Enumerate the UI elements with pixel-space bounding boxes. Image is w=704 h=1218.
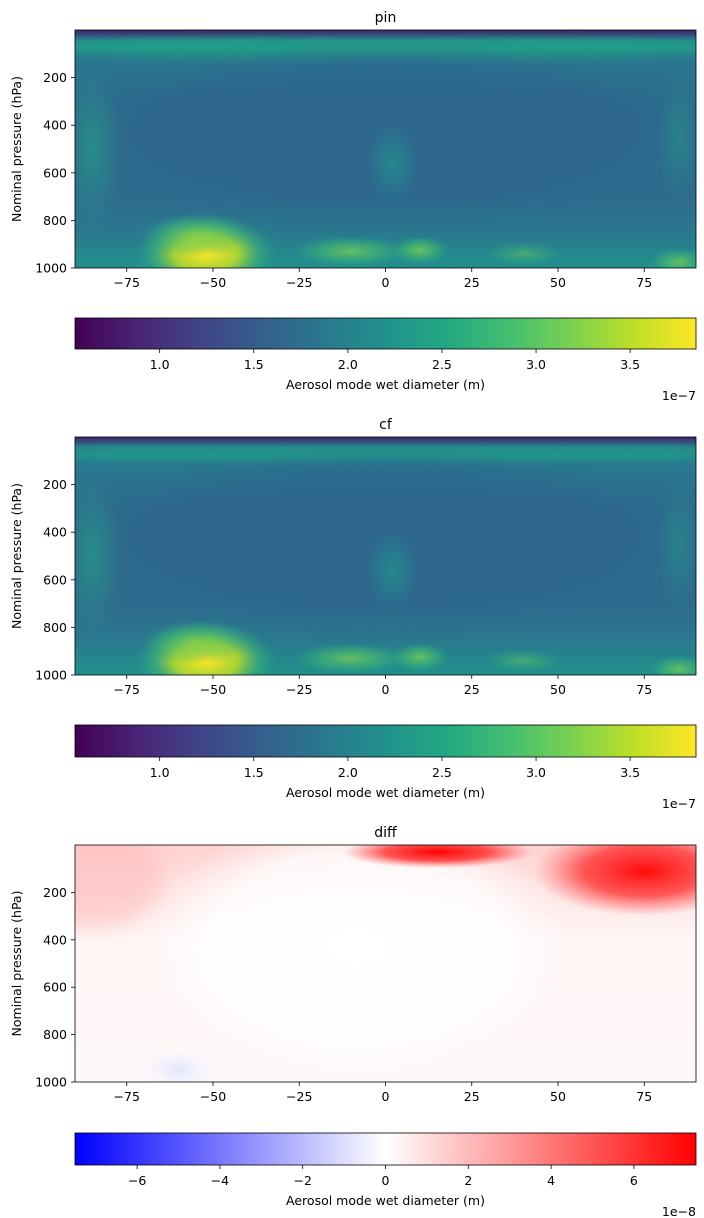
x-tick-label: −75 <box>114 1089 140 1104</box>
colorbar-tick-label: 1.5 <box>244 765 264 780</box>
y-tick-label: 600 <box>43 165 67 180</box>
colorbar-tick-label: 0 <box>382 1173 390 1188</box>
colorbar-tick-label: 3.0 <box>526 357 546 372</box>
x-tick-label: 0 <box>382 275 390 290</box>
colorbar-tick-label: 1.0 <box>150 357 170 372</box>
x-tick-label: 50 <box>550 1089 566 1104</box>
x-tick-label: 25 <box>464 682 480 697</box>
colorbar-tick-label: 2.0 <box>338 765 358 780</box>
y-tick-label: 800 <box>43 620 67 635</box>
colorbar-tick-label: 2.0 <box>338 357 358 372</box>
y-tick-label: 400 <box>43 932 67 947</box>
y-tick-label: 800 <box>43 1027 67 1042</box>
x-tick-label: 50 <box>550 275 566 290</box>
colorbar-offset-text: 1e−7 <box>662 388 696 403</box>
y-tick-label: 200 <box>43 477 67 492</box>
y-axis-label: Nominal pressure (hPa) <box>9 76 24 222</box>
y-tick-label: 400 <box>43 118 67 133</box>
y-tick-label: 1000 <box>35 1075 67 1090</box>
y-tick-label: 200 <box>43 885 67 900</box>
x-tick-label: −25 <box>286 682 312 697</box>
colorbar-tick-label: −2 <box>293 1173 311 1188</box>
y-tick-label: 600 <box>43 572 67 587</box>
panel-title: diff <box>374 825 397 841</box>
heatmap-field <box>75 437 696 675</box>
x-tick-label: −25 <box>286 275 312 290</box>
panel-diff: diff −75 −50 −25 0 25 50 75 200 400 600 800 1000 Nomi… <box>9 825 697 1218</box>
x-tick-label: −75 <box>114 275 140 290</box>
x-tick-label: −75 <box>114 682 140 697</box>
colorbar-tick-label: 1.5 <box>244 357 264 372</box>
x-tick-label: −50 <box>200 1089 226 1104</box>
panel-pin: pin −75 −50 −25 0 25 50 75 200 400 600 800 1000 Nomin… <box>9 10 697 403</box>
y-axis-label: Nominal pressure (hPa) <box>9 483 24 629</box>
colorbar <box>74 317 697 350</box>
panel-title: pin <box>375 10 397 26</box>
x-tick-label: −25 <box>286 1089 312 1104</box>
x-tick-label: −50 <box>200 682 226 697</box>
x-tick-label: −50 <box>200 275 226 290</box>
colorbar-tick-label: 2.5 <box>432 765 452 780</box>
colorbar-tick-label: 1.0 <box>150 765 170 780</box>
x-tick-label: 25 <box>464 275 480 290</box>
colorbar-label: Aerosol mode wet diameter (m) <box>286 1193 485 1208</box>
colorbar <box>74 1132 697 1166</box>
heatmap-field <box>75 845 696 1082</box>
colorbar-tick-label: −6 <box>128 1173 146 1188</box>
panel-cf: cf −75 −50 −25 0 25 50 75 200 400 600 800 1000 Nomina… <box>9 417 697 811</box>
colorbar-tick-label: −4 <box>211 1173 229 1188</box>
y-axis-label: Nominal pressure (hPa) <box>9 891 24 1037</box>
x-tick-label: 0 <box>382 1089 390 1104</box>
colorbar-offset-text: 1e−7 <box>662 796 696 811</box>
x-tick-label: 50 <box>550 682 566 697</box>
colorbar-label: Aerosol mode wet diameter (m) <box>286 377 485 392</box>
y-tick-label: 1000 <box>35 261 67 276</box>
heatmap-field <box>75 30 696 268</box>
y-tick-label: 600 <box>43 980 67 995</box>
colorbar-tick-label: 2 <box>464 1173 472 1188</box>
colorbar-offset-text: 1e−8 <box>662 1204 696 1218</box>
x-tick-label: 25 <box>464 1089 480 1104</box>
x-tick-label: 0 <box>382 682 390 697</box>
y-tick-label: 400 <box>43 525 67 540</box>
colorbar-tick-label: 3.0 <box>526 765 546 780</box>
y-tick-label: 1000 <box>35 668 67 683</box>
y-tick-label: 200 <box>43 70 67 85</box>
x-tick-label: 75 <box>636 682 652 697</box>
y-tick-label: 800 <box>43 213 67 228</box>
colorbar-label: Aerosol mode wet diameter (m) <box>286 785 485 800</box>
colorbar-tick-label: 2.5 <box>432 357 452 372</box>
colorbar-tick-label: 3.5 <box>620 765 640 780</box>
colorbar-tick-label: 3.5 <box>620 357 640 372</box>
colorbar-tick-label: 6 <box>630 1173 638 1188</box>
colorbar-tick-label: 4 <box>547 1173 555 1188</box>
panel-title: cf <box>379 417 393 433</box>
x-tick-label: 75 <box>636 275 652 290</box>
colorbar <box>74 724 697 758</box>
x-tick-label: 75 <box>636 1089 652 1104</box>
